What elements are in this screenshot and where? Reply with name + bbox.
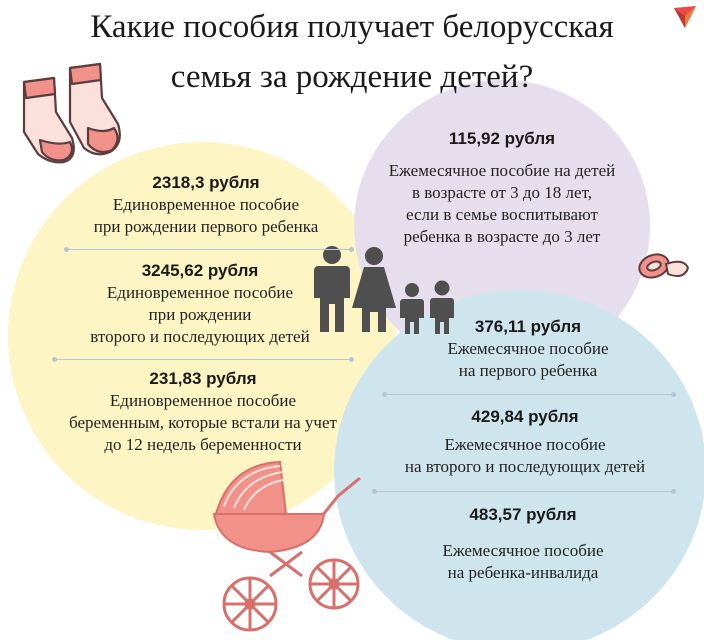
title-line-1: Какие пособия получает белорусская <box>90 9 614 45</box>
desc-line: на второго и последующих детей <box>404 457 646 476</box>
amount-label: 429,84 рубля <box>471 407 579 426</box>
amount-label: 3245,62 рубля <box>141 261 259 280</box>
logo-icon <box>674 6 696 28</box>
amount-label: 115,92 рубля <box>448 129 556 148</box>
desc-line: ребенка в возрасте до 3 лет <box>403 227 601 246</box>
desc-line: Единовременное пособие <box>106 283 294 302</box>
blue-item-3: 483,57 рубля Ежемесячное пособие на ребе… <box>378 504 668 584</box>
desc-line: второго и последующих детей <box>90 327 310 346</box>
blue-circle <box>334 290 704 640</box>
divider <box>64 247 354 252</box>
desc-line: на первого ребенка <box>458 361 598 380</box>
desc-line: беременным, которые встали на учет <box>69 413 337 432</box>
pacifier-icon <box>638 253 690 279</box>
divider <box>372 489 676 494</box>
blue-item-2: 429,84 рубля Ежемесячное пособие на втор… <box>370 406 680 478</box>
amount-label: 2318,3 рубля <box>152 173 260 192</box>
yellow-item-2: 3245,62 рубля Единовременное пособие при… <box>40 260 360 348</box>
desc-line: на ребенка-инвалида <box>447 563 599 582</box>
title-line-2: семья за рождение детей? <box>170 59 534 95</box>
desc-line: при рождении <box>148 305 252 324</box>
desc-line: если в семье воспитывают <box>406 205 598 224</box>
yellow-circle <box>8 142 396 530</box>
divider <box>52 357 354 362</box>
page-title: Какие пособия получает белорусская семья… <box>0 2 704 102</box>
stroller-icon <box>212 460 361 632</box>
yellow-item-3: 231,83 рубля Единовременное пособие бере… <box>30 368 376 456</box>
desc-line: Ежемесячное пособие <box>442 541 604 560</box>
family-icon <box>314 246 454 334</box>
amount-label: 231,83 рубля <box>149 369 257 388</box>
desc-line: до 12 недель беременности <box>104 435 302 454</box>
divider <box>382 392 676 397</box>
desc-line: Ежемесячное пособие на детей <box>388 161 616 180</box>
desc-line: при рождении первого ребенка <box>93 217 319 236</box>
desc-line: Ежемесячное пособие <box>444 435 606 454</box>
desc-line: Единовременное пособие <box>112 195 300 214</box>
amount-label: 376,11 рубля <box>474 317 582 336</box>
desc-line: Единовременное пособие <box>109 391 297 410</box>
amount-label: 483,57 рубля <box>469 505 577 524</box>
blue-item-1: 376,11 рубля Ежемесячное пособие на перв… <box>398 316 658 382</box>
purple-item: 115,92 рубля Ежемесячное пособие на дете… <box>362 128 642 248</box>
desc-line: в возрасте от 3 до 18 лет, <box>411 183 592 202</box>
yellow-item-1: 2318,3 рубля Единовременное пособие при … <box>56 172 356 238</box>
desc-line: Ежемесячное пособие <box>447 339 609 358</box>
booties-icon <box>22 62 121 164</box>
